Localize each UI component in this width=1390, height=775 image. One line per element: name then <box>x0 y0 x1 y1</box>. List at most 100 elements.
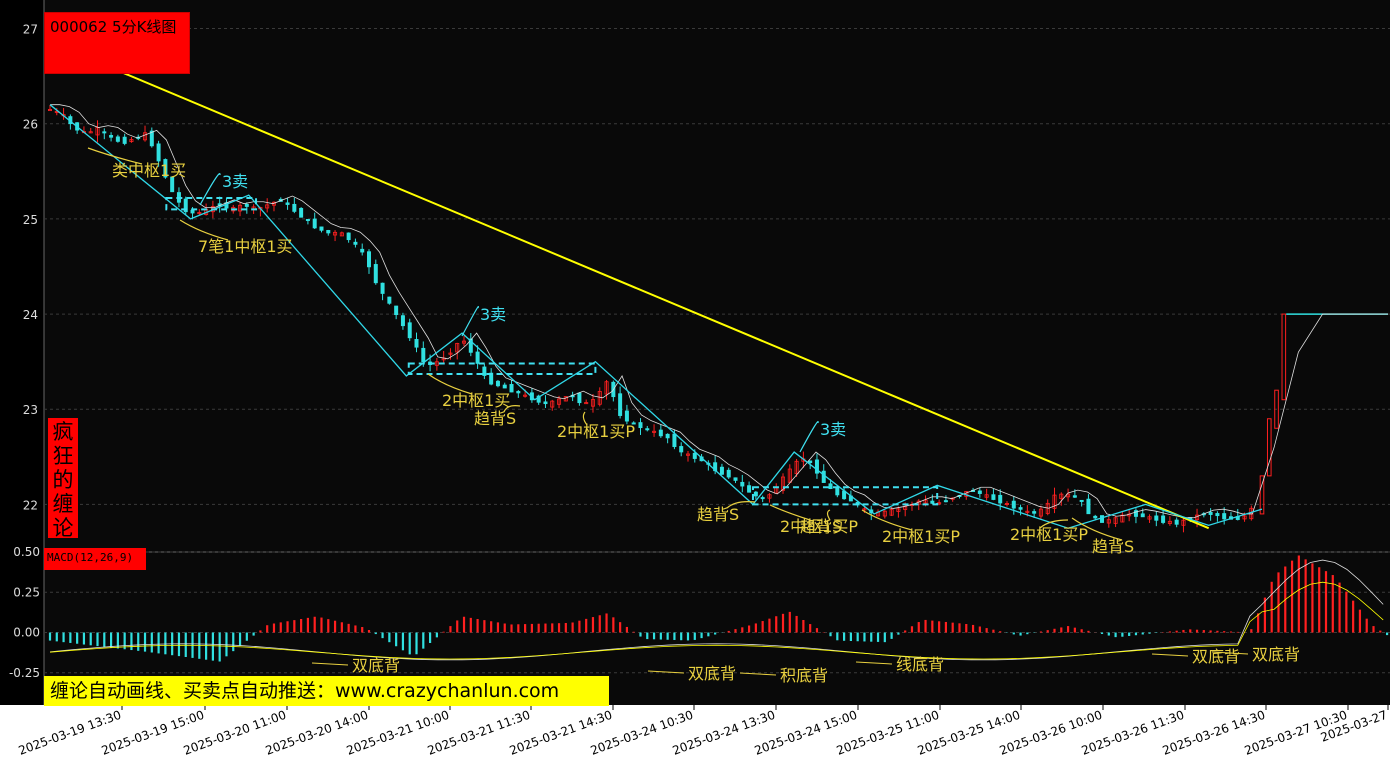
brand-char: 的 <box>52 468 74 492</box>
macd-signal-label: 双底背 <box>688 664 736 683</box>
macd-tick-label: 0.25 <box>13 585 40 599</box>
price-tick-label: 25 <box>23 213 38 227</box>
candle <box>285 202 290 205</box>
candle <box>197 212 202 215</box>
candle <box>353 241 358 245</box>
candle <box>434 361 439 366</box>
candle <box>719 466 724 475</box>
candle <box>366 251 371 268</box>
candle <box>305 219 310 222</box>
candle <box>1052 494 1057 509</box>
signal-label: 2中枢1买P <box>557 422 635 441</box>
candle <box>862 508 867 511</box>
candle <box>618 393 623 416</box>
candle <box>1018 507 1023 510</box>
candle <box>726 469 731 478</box>
price-tick-label: 23 <box>23 403 38 417</box>
macd-annotation-arrow <box>855 661 893 665</box>
price-tick-label: 26 <box>23 118 38 132</box>
candle <box>1079 499 1084 502</box>
brand-char: 缠 <box>52 492 74 516</box>
candle <box>536 395 541 403</box>
candle <box>747 485 752 493</box>
candle <box>190 209 195 214</box>
candle <box>238 204 243 212</box>
candle <box>1086 498 1091 515</box>
candle <box>1004 502 1009 505</box>
signal-label: 2中枢1买P <box>1010 525 1088 544</box>
candle <box>658 429 663 437</box>
candle <box>550 400 555 408</box>
candle <box>265 204 270 209</box>
macd-title: MACD(12,26,9) <box>47 551 134 564</box>
macd-signal-label: 双底背 <box>352 656 400 675</box>
signal-label: 2中枢1买P <box>780 517 858 536</box>
x-axis-area <box>0 705 1390 775</box>
candle <box>1100 515 1105 523</box>
candle <box>319 226 324 231</box>
promo-banner[interactable]: 缠论自动画线、买卖点自动推送：www.crazychanlun.com <box>44 676 609 706</box>
candle <box>414 339 419 348</box>
macd-tick-label: -0.25 <box>9 666 40 680</box>
candle <box>1181 519 1186 526</box>
candle <box>1106 519 1111 524</box>
annotation-arrow <box>799 421 819 453</box>
candle <box>455 342 460 353</box>
annotation-arrow <box>1039 519 1069 529</box>
signal-label: 3卖 <box>222 172 248 191</box>
annotation-arrow <box>461 306 480 337</box>
candle <box>516 391 521 394</box>
candle <box>672 433 677 448</box>
candle <box>584 402 589 405</box>
candle <box>1011 500 1016 509</box>
macd-tick-label: 0.00 <box>13 626 40 640</box>
macd-signal-label: 积底背 <box>780 666 828 685</box>
candle <box>462 340 467 344</box>
candle <box>896 508 901 512</box>
candle <box>645 428 650 431</box>
candle <box>360 248 365 253</box>
macd-annotation-arrow <box>1151 653 1189 657</box>
candle <box>421 347 426 363</box>
candle <box>638 422 643 429</box>
candle <box>292 203 297 212</box>
candle <box>984 494 989 498</box>
signal-label: 类中枢1买 <box>112 161 186 180</box>
annotation-arrow <box>179 219 229 241</box>
candle <box>1215 513 1220 517</box>
macd-annotation-arrow <box>647 670 685 674</box>
candle <box>387 296 392 304</box>
signal-label: 3卖 <box>480 305 506 324</box>
candle <box>1093 515 1098 519</box>
macd-signal-label: 双底背 <box>1252 645 1300 664</box>
candle <box>102 131 107 134</box>
annotation-arrow <box>769 504 811 521</box>
candle <box>475 351 480 364</box>
brand-char: 狂 <box>52 444 74 468</box>
candle <box>1281 313 1287 401</box>
candle <box>835 487 840 496</box>
macd-dif-line <box>49 559 1384 661</box>
candle <box>794 460 799 475</box>
candle <box>923 499 928 504</box>
candle <box>523 394 528 397</box>
candle <box>1222 513 1227 520</box>
brand-char: 疯 <box>52 420 74 444</box>
candle <box>122 136 127 144</box>
candle <box>882 510 887 517</box>
macd-signal-label: 线底背 <box>896 655 944 674</box>
candle <box>679 446 684 453</box>
trend-line <box>73 51 1210 530</box>
candle <box>468 338 473 353</box>
candle <box>577 392 582 404</box>
candle <box>1161 515 1166 523</box>
macd-annotation-arrow <box>311 662 349 666</box>
candle <box>1133 510 1138 517</box>
price-tick-label: 24 <box>23 308 38 322</box>
candle <box>1167 520 1172 524</box>
price-tick-label: 27 <box>23 23 38 37</box>
candle <box>312 218 317 229</box>
candle <box>88 131 93 134</box>
candle <box>156 143 161 162</box>
